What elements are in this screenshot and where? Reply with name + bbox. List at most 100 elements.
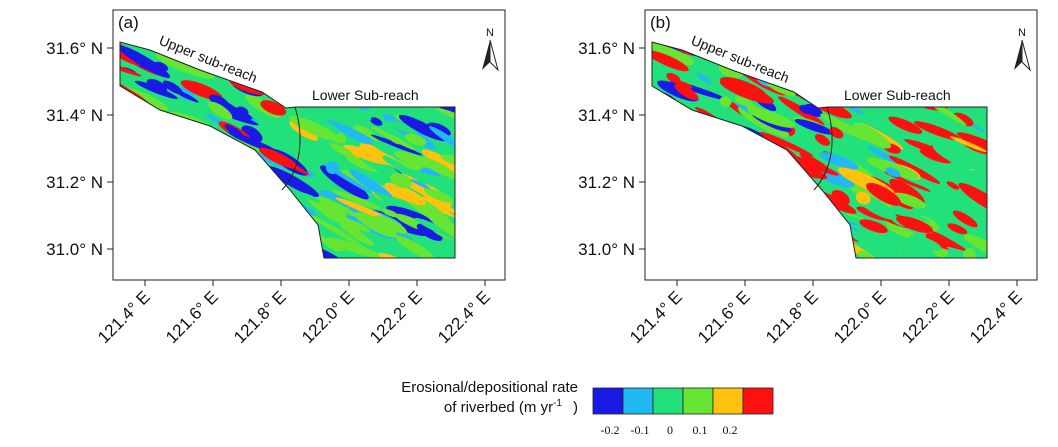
map-patch [332, 55, 354, 71]
map-patch [746, 107, 796, 128]
map-patch [833, 64, 856, 78]
map-patch [688, 157, 732, 184]
map-patch [952, 103, 987, 140]
map-patch [968, 51, 987, 77]
map-patch [706, 168, 744, 194]
map-patch [767, 216, 797, 234]
map-patch [258, 62, 272, 76]
map-patch [131, 239, 155, 258]
north-label: N [486, 27, 494, 39]
map-patch [416, 223, 443, 241]
map-patch [187, 226, 215, 240]
map-patch [946, 181, 960, 190]
map-patch [182, 225, 223, 252]
map-patch [907, 49, 922, 61]
map-patch [185, 196, 216, 212]
map-patch [919, 148, 952, 164]
map-patch [784, 212, 813, 231]
lon-label: 122.4° E [966, 287, 1026, 347]
map-patch [759, 195, 773, 207]
map-patch [774, 248, 794, 258]
map-patch [848, 230, 901, 256]
map-patch [205, 197, 260, 221]
map-patch [878, 52, 896, 64]
legend-swatch [652, 387, 684, 415]
map-patch [327, 119, 384, 150]
map-patch [849, 42, 872, 51]
map-patch [210, 198, 247, 220]
map-patch [418, 42, 455, 64]
lon-label: 121.6° E [162, 287, 222, 347]
map-patch [402, 60, 431, 79]
map-patch [135, 193, 166, 212]
map-patch [184, 160, 229, 182]
map-patch [912, 215, 940, 232]
map-patch [323, 212, 371, 232]
map-patch [426, 212, 455, 248]
map-patch [280, 70, 305, 84]
map-patch [120, 229, 154, 255]
lower-reach-label: Lower Sub-reach [844, 87, 951, 103]
map-patch [120, 191, 161, 219]
map-patch [799, 104, 815, 115]
map-patch [695, 128, 720, 145]
map-patch [370, 134, 423, 156]
map-patch [195, 179, 236, 198]
map-patch [397, 67, 422, 82]
frame [112, 9, 506, 281]
map-patch [349, 169, 394, 200]
map-patch [375, 53, 411, 74]
map-patch [933, 64, 959, 80]
legend-swatch [622, 387, 654, 415]
map-patch [681, 175, 713, 188]
map-patch [404, 133, 427, 146]
map-patch [437, 49, 452, 64]
map-patch [677, 80, 693, 89]
lower-reach-label: Lower Sub-reach [312, 87, 419, 103]
legend-tick: 0.2 [723, 423, 738, 437]
map-patch [120, 157, 138, 175]
map-patch [963, 234, 987, 258]
map-patch [204, 180, 247, 208]
map-patch [679, 172, 696, 185]
map-patch [429, 47, 449, 59]
map-patch [655, 195, 679, 210]
map-patch [283, 42, 336, 56]
map-patch [289, 116, 339, 141]
map-patch [130, 237, 176, 257]
map-patch [440, 154, 455, 169]
map-patch [680, 216, 733, 246]
map-patch [241, 219, 290, 246]
legend-title-sup: -1 [553, 398, 562, 409]
map-patch [974, 75, 987, 96]
map-patch [375, 215, 408, 234]
map-patch [308, 214, 363, 247]
panel-label: (b) [650, 13, 671, 32]
map-patch [914, 121, 961, 141]
map-patch [173, 195, 197, 210]
map-patch [686, 217, 735, 250]
map-patch [788, 255, 816, 258]
map-patch [395, 235, 435, 258]
map-patch [389, 55, 446, 77]
legend: Erosional/depositional rate of riverbed … [401, 379, 774, 437]
legend-swatch [742, 387, 774, 415]
map-patch [799, 209, 819, 220]
map-patch [135, 116, 180, 144]
lat-label: 31.2° N [46, 173, 103, 192]
map-patch [665, 138, 694, 158]
map-outline [651, 41, 988, 259]
map-patch [807, 54, 826, 65]
map-patch [710, 195, 730, 210]
map-patch [336, 51, 353, 59]
map-patch [885, 42, 938, 73]
lat-label: 31.6° N [578, 39, 635, 58]
map-patch [187, 148, 234, 168]
map-patch [950, 136, 987, 153]
map-patch [889, 46, 918, 58]
map-patch [652, 232, 678, 253]
lon-label: 121.4° E [94, 287, 154, 347]
map-patch [148, 129, 162, 143]
map-patch [893, 192, 926, 209]
